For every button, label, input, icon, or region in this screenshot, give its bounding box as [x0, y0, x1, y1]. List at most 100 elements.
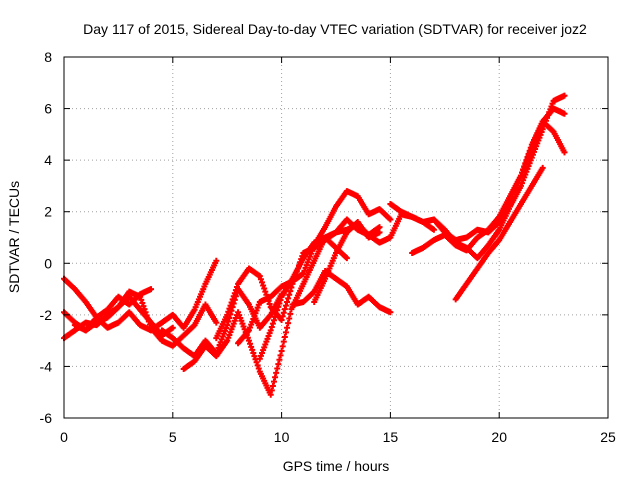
data-point — [148, 286, 155, 293]
data-point — [343, 255, 350, 262]
data-point — [287, 310, 294, 317]
data-point — [387, 216, 394, 223]
data-point — [145, 318, 152, 325]
data-point — [232, 287, 239, 294]
series-track-o — [452, 164, 546, 303]
data-point — [260, 282, 267, 289]
data-point — [233, 284, 240, 291]
x-axis-label: GPS time / hours — [283, 458, 390, 474]
data-point — [259, 279, 266, 286]
data-point — [279, 313, 286, 320]
data-point — [276, 356, 283, 363]
data-point — [247, 340, 254, 347]
data-point — [213, 319, 220, 326]
y-axis-label: SDTVAR / TECUs — [6, 181, 22, 293]
data-point — [273, 369, 280, 376]
data-point — [227, 302, 234, 309]
data-point — [274, 365, 281, 372]
x-tick-label: 20 — [491, 429, 507, 445]
data-point — [286, 315, 293, 322]
data-point — [430, 226, 437, 233]
data-point — [230, 293, 237, 300]
data-point — [228, 299, 235, 306]
y-tick-label: -4 — [40, 358, 53, 374]
grid — [64, 57, 608, 418]
data-point — [229, 296, 236, 303]
data-point — [268, 387, 275, 394]
data-point — [146, 321, 153, 328]
series-track-i — [256, 234, 350, 362]
data-point — [285, 320, 292, 327]
data-point — [169, 324, 176, 331]
y-tick-label: 6 — [44, 101, 52, 117]
y-tick-label: 4 — [44, 152, 52, 168]
data-points — [61, 92, 568, 398]
data-point — [270, 378, 277, 385]
series-track-n — [430, 118, 568, 244]
data-point — [251, 353, 258, 360]
data-point — [274, 307, 281, 314]
data-point — [280, 338, 287, 345]
data-point — [276, 300, 283, 307]
data-point — [281, 334, 288, 341]
data-point — [245, 337, 252, 344]
x-tick-label: 0 — [60, 429, 68, 445]
data-point — [539, 164, 546, 171]
data-point — [140, 303, 147, 310]
data-point — [376, 224, 383, 231]
data-point — [273, 310, 280, 317]
data-point — [255, 365, 262, 372]
data-point — [250, 350, 257, 357]
x-tick-label: 10 — [274, 429, 290, 445]
data-point — [279, 343, 286, 350]
data-point — [231, 290, 238, 297]
data-point — [286, 291, 293, 298]
data-point — [266, 301, 273, 308]
data-point — [138, 296, 145, 303]
data-point — [269, 383, 276, 390]
data-point — [254, 362, 261, 369]
chart-title: Day 117 of 2015, Sidereal Day-to-day VTE… — [83, 21, 587, 37]
data-point — [561, 92, 568, 99]
data-point — [275, 303, 282, 310]
data-point — [272, 313, 279, 320]
y-tick-label: -6 — [40, 410, 53, 426]
data-point — [561, 149, 568, 156]
x-tick-label: 15 — [383, 429, 399, 445]
data-point — [272, 374, 279, 381]
data-point — [224, 311, 231, 318]
data-point — [262, 288, 269, 295]
data-point — [267, 327, 274, 334]
data-point — [249, 346, 256, 353]
series-track-d — [71, 288, 220, 349]
data-point — [213, 257, 220, 264]
data-point — [137, 293, 144, 300]
data-point — [248, 343, 255, 350]
data-point — [284, 324, 291, 331]
y-tick-label: 2 — [44, 204, 52, 220]
series-track-k — [311, 219, 383, 305]
data-point — [261, 285, 268, 292]
data-point — [270, 317, 277, 324]
x-axis-ticks: 0 5 10 15 20 25 — [60, 57, 616, 445]
data-point — [253, 359, 260, 366]
data-point — [561, 110, 568, 117]
data-point — [275, 361, 282, 368]
data-point — [278, 347, 285, 354]
data-point — [141, 306, 148, 313]
data-point — [277, 297, 284, 304]
data-point — [224, 322, 231, 329]
data-point — [281, 306, 288, 313]
y-axis-ticks: -6 -4 -2 0 2 4 6 8 — [40, 49, 608, 426]
data-point — [143, 312, 150, 319]
data-point — [278, 317, 285, 324]
data-point — [144, 315, 151, 322]
data-point — [280, 309, 287, 316]
data-point — [282, 302, 289, 309]
data-point — [267, 391, 274, 398]
x-tick-label: 5 — [169, 429, 177, 445]
data-point — [142, 309, 149, 316]
x-tick-label: 25 — [600, 429, 616, 445]
data-point — [139, 299, 146, 306]
